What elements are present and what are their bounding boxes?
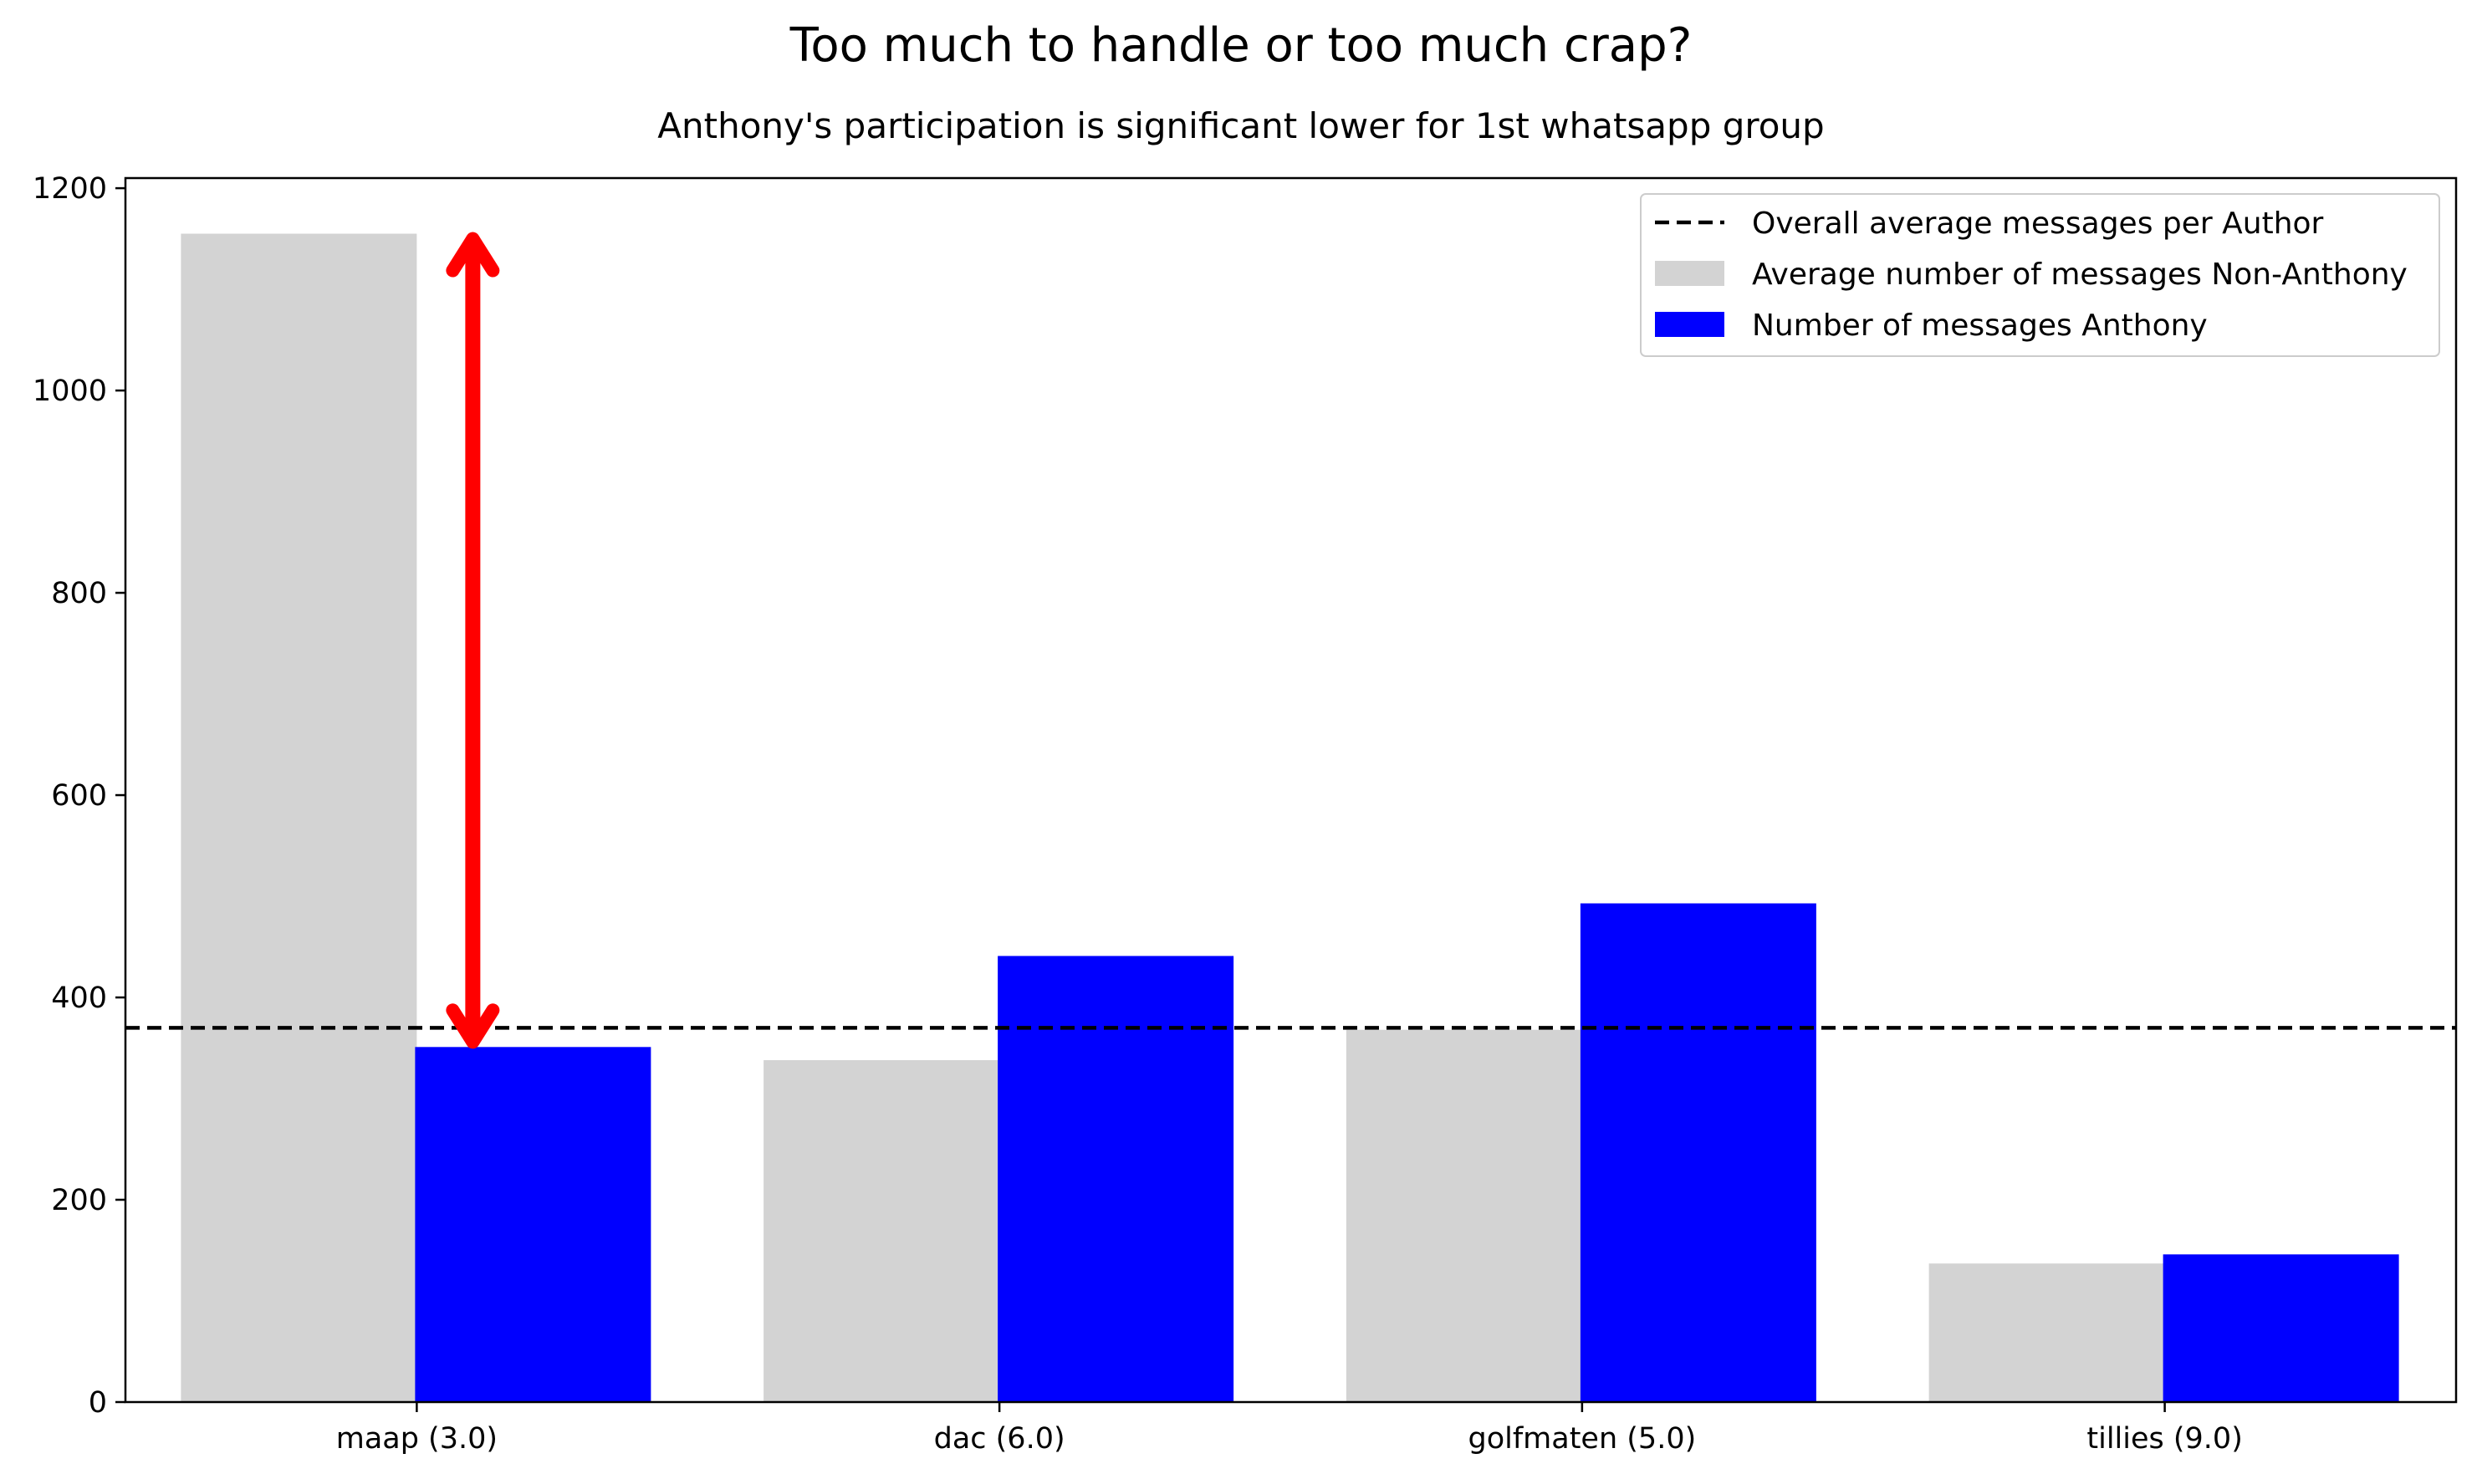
y-tick-label: 600	[51, 779, 107, 813]
chart-title: Too much to handle or too much crap?	[789, 18, 1693, 73]
y-tick-label: 200	[51, 1184, 107, 1217]
y-tick-label: 400	[51, 982, 107, 1015]
y-tick-label: 1200	[33, 172, 107, 206]
arrow-head-up	[446, 232, 500, 278]
x-tick-label: tillies (9.0)	[2086, 1422, 2242, 1456]
bar-non-anthony-3	[1928, 1263, 2165, 1402]
bar-non-anthony-0	[181, 233, 417, 1403]
bar-anthony-2	[1580, 903, 1816, 1402]
bar-anthony-0	[415, 1047, 651, 1402]
y-tick-label: 1000	[33, 375, 107, 408]
bar-non-anthony-1	[763, 1060, 1000, 1402]
arrow-head-down	[446, 1003, 500, 1049]
x-tick-label: dac (6.0)	[934, 1422, 1065, 1456]
legend-item-anthony-label: Number of messages Anthony	[1752, 309, 2208, 343]
bars-layer	[181, 233, 2399, 1403]
x-tick-label: golfmaten (5.0)	[1468, 1422, 1696, 1456]
legend-box	[1640, 193, 2440, 357]
legend-item-reference-label: Overall average messages per Author	[1752, 207, 2324, 241]
axes-layer: 0 200 400 600 800 1000 1200 maap (3.0) dac (6.0)…	[33, 172, 2458, 1456]
legend: Overall average messages per Author Avera…	[1640, 193, 2440, 357]
plot-frame	[124, 176, 2458, 1404]
bar-anthony-3	[2163, 1254, 2399, 1402]
bar-non-anthony-2	[1346, 1029, 1582, 1402]
x-tick-label: maap (3.0)	[336, 1422, 498, 1456]
chart-subtitle: Anthony's participation is significant l…	[657, 105, 1825, 146]
legend-item-anthony-swatch	[1655, 312, 1724, 337]
annotation-layer	[446, 232, 500, 1049]
legend-item-non-anthony-swatch	[1655, 261, 1724, 286]
y-tick-label: 800	[51, 577, 107, 610]
y-tick-label: 0	[89, 1386, 107, 1420]
legend-item-non-anthony-label: Average number of messages Non-Anthony	[1752, 258, 2408, 292]
bar-anthony-1	[998, 956, 1234, 1402]
